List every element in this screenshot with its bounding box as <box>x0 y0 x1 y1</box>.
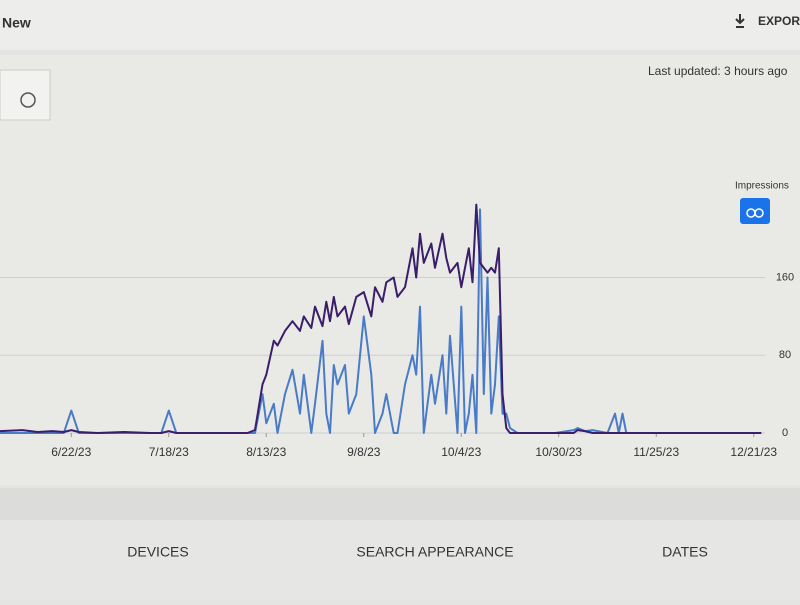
x-tick-label: 11/25/23 <box>633 445 679 459</box>
y-tick-label: 80 <box>779 349 791 361</box>
last-updated: Last updated: 3 hours ago <box>648 64 788 78</box>
y-tick-label: 0 <box>782 427 788 439</box>
tab-bar <box>0 520 800 600</box>
series-line <box>0 203 762 434</box>
tab[interactable]: SEARCH APPEARANCE <box>356 544 513 560</box>
x-tick-label: 6/22/23 <box>51 445 91 459</box>
page-title: New <box>2 15 31 31</box>
x-tick-label: 7/18/23 <box>149 445 189 459</box>
tab[interactable]: DATES <box>662 544 708 560</box>
download-icon[interactable] <box>735 14 745 28</box>
export-button[interactable]: EXPORT <box>758 14 800 28</box>
divider <box>0 488 800 520</box>
top-bar <box>0 0 800 50</box>
x-tick-label: 10/30/23 <box>535 445 582 459</box>
help-icon[interactable] <box>20 92 36 108</box>
tab[interactable]: DEVICES <box>127 544 188 560</box>
help-box <box>0 69 51 121</box>
x-tick-label: 10/4/23 <box>441 445 481 459</box>
toggle-icon <box>754 208 764 218</box>
y-tick-label: 160 <box>776 271 794 283</box>
x-tick-label: 12/21/23 <box>730 445 777 459</box>
x-tick-label: 8/13/23 <box>246 445 286 459</box>
y-axis-label: Impressions <box>735 181 789 192</box>
x-tick-label: 9/8/23 <box>347 445 381 459</box>
